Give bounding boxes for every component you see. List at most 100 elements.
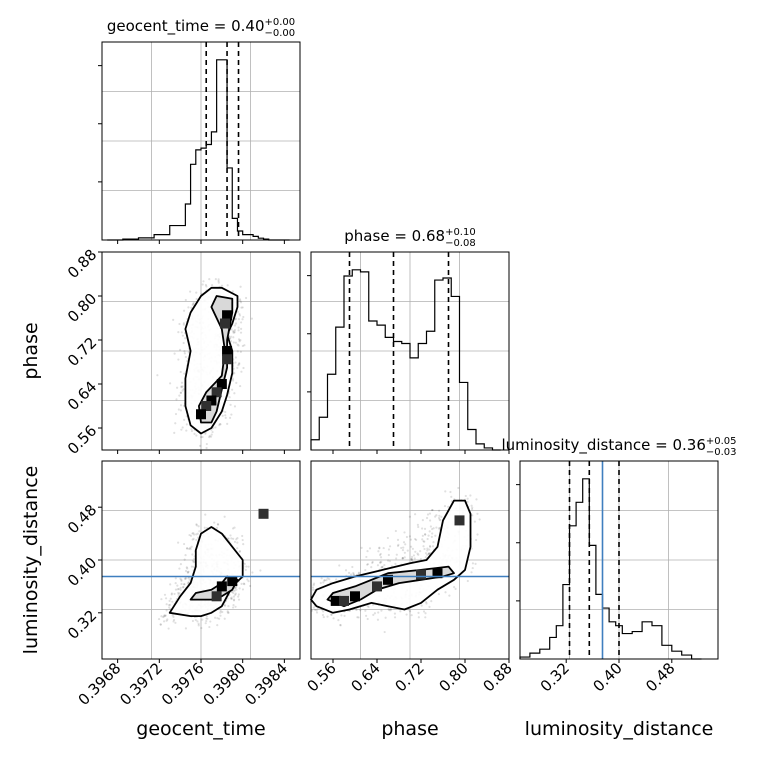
x-tick-label: 0.3976 [158, 659, 208, 709]
scatter-point [233, 324, 237, 327]
scatter-point [357, 572, 361, 575]
scatter-point [424, 552, 428, 555]
scatter-point [238, 363, 241, 366]
scatter-point [387, 548, 391, 551]
scatter-point [232, 329, 235, 333]
scatter-point [182, 585, 185, 589]
scatter-point [180, 385, 183, 388]
scatter-point [172, 618, 176, 622]
scatter-point [195, 523, 198, 526]
scatter-point [236, 541, 239, 544]
scatter-point [176, 588, 179, 591]
scatter-point [401, 549, 405, 552]
scatter-point [230, 590, 234, 593]
scatter-point [344, 569, 348, 572]
scatter-point [205, 442, 208, 446]
scatter-point [449, 490, 452, 494]
scatter-point [409, 538, 412, 541]
scatter-point [181, 426, 184, 429]
scatter-point [242, 582, 245, 585]
y-tick-label: 0.88 [64, 246, 100, 282]
scatter-point [421, 527, 424, 530]
scatter-point [189, 548, 192, 551]
scatter-point [376, 618, 380, 621]
scatter-point [234, 605, 237, 608]
scatter-point [416, 523, 419, 527]
scatter-point [388, 545, 392, 548]
scatter-point [174, 581, 177, 585]
scatter-point [238, 362, 241, 365]
scatter-point [196, 620, 199, 623]
scatter-point [224, 414, 227, 417]
scatter-point [184, 554, 187, 557]
scatter-point [239, 331, 243, 334]
scatter-point [160, 598, 163, 601]
scatter-point [172, 615, 175, 618]
scatter-point [183, 583, 186, 586]
scatter-point [373, 612, 377, 615]
scatter-point [322, 615, 325, 619]
title-main: luminosity_distance = 0.36 [501, 436, 705, 455]
scatter-point [431, 527, 434, 531]
marginal-frame-phase [310, 251, 510, 451]
scatter-point [466, 579, 469, 583]
scatter-point [428, 548, 431, 551]
scatter-point [179, 391, 183, 394]
scatter-point [380, 560, 383, 563]
scatter-point [187, 306, 190, 309]
scatter-point [401, 557, 404, 560]
scatter-point [174, 412, 178, 416]
scatter-point [178, 394, 181, 397]
scatter-point [339, 623, 342, 627]
scatter-point [236, 343, 239, 346]
scatter-point [236, 366, 239, 369]
scatter-point [224, 416, 227, 419]
scatter-point [365, 555, 368, 559]
scatter-point [177, 593, 180, 596]
x-tick-label: 0.3984 [241, 659, 291, 709]
scatter-point [233, 392, 236, 395]
scatter-point [425, 602, 428, 605]
scatter-point [470, 571, 473, 574]
scatter-point [409, 545, 413, 548]
scatter-point [203, 526, 206, 529]
scatter-point [330, 613, 333, 616]
density-peak [196, 409, 206, 420]
scatter-point [238, 587, 241, 590]
scatter-point [422, 610, 426, 613]
scatter-point [311, 586, 315, 589]
scatter-point [435, 514, 438, 517]
scatter-point [431, 508, 434, 512]
scatter-point [169, 603, 172, 606]
scatter-point [383, 630, 386, 634]
scatter-point [213, 521, 216, 524]
scatter-point [179, 588, 182, 591]
scatter-point [183, 418, 186, 421]
scatter-point [372, 613, 375, 616]
scatter-point [426, 513, 430, 516]
y-tick-label: 0.72 [64, 334, 100, 370]
scatter-point [359, 609, 362, 612]
scatter-point [315, 611, 319, 614]
scatter-point [239, 285, 242, 288]
title-sup: +0.05 [706, 436, 737, 447]
marginal-title-geocent_time: geocent_time = 0.40+0.00 −0.00 [107, 17, 295, 39]
scatter-point [424, 533, 427, 536]
scatter-point [238, 340, 241, 343]
scatter-point [190, 565, 193, 568]
scatter-point [387, 553, 390, 557]
scatter-point [210, 284, 214, 287]
scatter-point [406, 549, 409, 552]
scatter-point [227, 537, 230, 540]
scatter-point [234, 317, 238, 320]
scatter-point [223, 604, 227, 607]
scatter-point [244, 296, 248, 300]
scatter-point [230, 596, 233, 599]
scatter-point [163, 614, 167, 618]
scatter-point [186, 570, 189, 574]
scatter-point [400, 546, 403, 550]
scatter-point [219, 614, 222, 617]
scatter-point [233, 328, 237, 332]
scatter-point [437, 527, 441, 530]
scatter-point [259, 569, 262, 572]
